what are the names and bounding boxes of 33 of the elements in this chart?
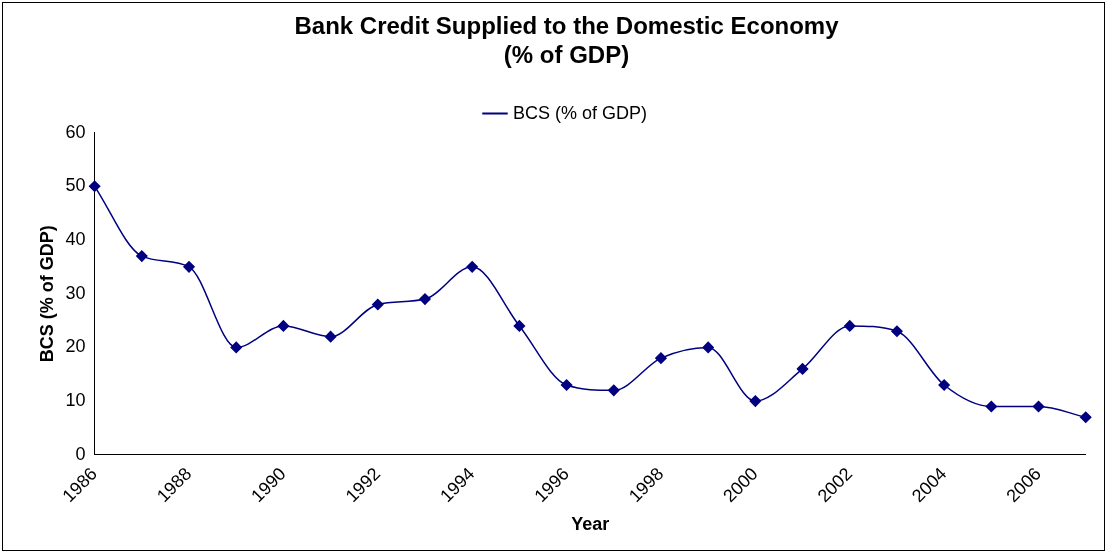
- chart-title: Bank Credit Supplied to the Domestic Economy (% of GDP): [294, 12, 840, 68]
- y-tick-label: 20: [65, 336, 86, 357]
- point: [1032, 400, 1045, 413]
- point: [560, 379, 573, 391]
- point: [749, 395, 762, 407]
- y-tick-label: 50: [65, 175, 86, 196]
- point: [372, 298, 384, 311]
- y-tick-label: 0: [75, 443, 86, 464]
- point: [938, 379, 950, 391]
- point: [183, 261, 195, 273]
- point: [324, 330, 337, 343]
- y-tick-label: 30: [65, 282, 86, 303]
- point: [419, 293, 431, 305]
- x-axis-title: Year: [571, 514, 610, 535]
- point: [88, 180, 101, 193]
- y-tick-label: 60: [65, 121, 86, 142]
- point: [466, 261, 478, 273]
- point: [844, 320, 856, 332]
- point: [1079, 411, 1092, 423]
- point: [796, 363, 809, 375]
- point: [655, 352, 667, 364]
- point: [608, 384, 620, 397]
- point: [985, 400, 998, 413]
- point: [230, 341, 242, 354]
- point: [277, 320, 290, 332]
- point: [513, 320, 526, 332]
- legend-label: BCS (% of GDP): [512, 102, 648, 123]
- point: [702, 341, 714, 354]
- point: [891, 325, 903, 338]
- y-axis-title: BCS (% of GDP): [36, 225, 57, 363]
- point: [136, 250, 148, 262]
- y-tick-label: 10: [65, 390, 86, 411]
- y-tick-label: 40: [65, 228, 86, 249]
